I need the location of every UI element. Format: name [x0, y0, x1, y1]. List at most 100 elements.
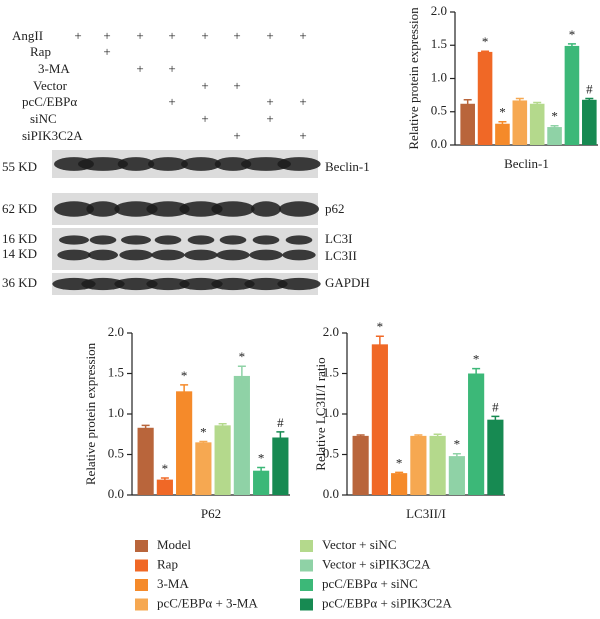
- error-bar: [550, 124, 559, 129]
- blot-band: [59, 235, 89, 245]
- error-bar: [433, 433, 442, 438]
- y-axis-label: Relative LC3II/I ratio: [313, 357, 328, 470]
- blot-band: [285, 235, 313, 245]
- treatment-mark: +: [74, 28, 81, 43]
- blot-band: [114, 277, 158, 291]
- treatment-mark: +: [201, 111, 208, 126]
- treatment-mark: +: [136, 61, 143, 76]
- treatment-mark: +: [233, 78, 240, 93]
- treatment-mark: +: [299, 28, 306, 43]
- legend-swatch: [135, 579, 148, 591]
- significance-marker: #: [492, 399, 499, 414]
- y-tick-label: 1.5: [108, 364, 124, 379]
- y-tick-label: 1.5: [323, 364, 339, 379]
- y-tick-label: 1.0: [108, 405, 124, 420]
- blot-band: [54, 201, 94, 217]
- y-tick-label: 0.5: [323, 445, 339, 460]
- error-bar: [141, 424, 150, 431]
- legend-label: pcC/EBPα + 3-MA: [157, 595, 258, 610]
- blot-band: [211, 201, 255, 217]
- significance-marker: *: [551, 109, 558, 124]
- blot-band: [151, 249, 185, 261]
- treatment-mark: +: [136, 28, 143, 43]
- treatment-mark: +: [233, 28, 240, 43]
- significance-marker: #: [277, 415, 284, 430]
- blot-band: [154, 235, 182, 245]
- error-bar: [533, 101, 542, 106]
- x-axis-label: Beclin-1: [504, 156, 549, 171]
- bar: [195, 442, 212, 495]
- treatment-label: siPIK3C2A: [22, 128, 83, 143]
- y-tick-label: 0.0: [108, 486, 124, 501]
- error-bar: [356, 434, 365, 437]
- y-tick-label: 1.5: [431, 36, 447, 51]
- blot-band: [277, 157, 321, 171]
- blot-band: [57, 249, 91, 261]
- blot-band: [86, 201, 120, 217]
- blot-band: [179, 201, 223, 217]
- bar: [352, 435, 369, 495]
- bar: [391, 473, 408, 495]
- treatment-label: Vector: [33, 78, 68, 93]
- error-bar: [414, 434, 423, 437]
- significance-marker: *: [473, 352, 480, 367]
- bar: [233, 375, 250, 495]
- blot-band: [249, 249, 283, 261]
- bar: [253, 470, 270, 495]
- error-bar: [472, 367, 481, 379]
- band-protein: p62: [325, 201, 345, 216]
- error-bar: [180, 384, 189, 398]
- blot-band: [187, 235, 215, 245]
- blot-band: [88, 249, 118, 261]
- bar: [137, 427, 154, 495]
- treatment-mark: +: [266, 28, 273, 43]
- treatment-mark: +: [168, 94, 175, 109]
- x-axis-label: LC3II/I: [406, 506, 446, 521]
- error-bar: [585, 97, 594, 102]
- blot-band: [114, 201, 158, 217]
- y-tick-label: 0.5: [431, 103, 447, 118]
- band-protein: Beclin-1: [325, 159, 370, 174]
- blot-band: [282, 249, 316, 261]
- bar: [564, 45, 580, 145]
- bar: [495, 123, 510, 145]
- treatment-label: AngII: [12, 28, 43, 43]
- error-bar: [498, 120, 507, 126]
- blot-band: [244, 277, 288, 291]
- bar: [547, 127, 562, 145]
- y-tick-label: 0.0: [431, 136, 447, 151]
- blot-band: [148, 157, 188, 171]
- significance-marker: *: [181, 368, 188, 383]
- treatment-mark: +: [201, 78, 208, 93]
- bar: [272, 437, 289, 495]
- bar: [487, 419, 504, 495]
- blot-panel: [52, 228, 318, 270]
- treatment-label: pcC/EBPα: [22, 94, 77, 109]
- blot-band: [277, 277, 321, 291]
- y-tick-label: 0.5: [108, 445, 124, 460]
- blot-band: [119, 249, 153, 261]
- blot-band: [184, 249, 218, 261]
- legend-swatch: [300, 540, 313, 552]
- treatment-label: 3-MA: [38, 61, 70, 76]
- x-axis-label: P62: [201, 506, 221, 521]
- blot-band: [252, 235, 280, 245]
- bar: [477, 51, 493, 145]
- blot-band: [89, 235, 117, 245]
- blot-band: [214, 157, 252, 171]
- band-size: 62 KD: [2, 201, 37, 216]
- significance-marker: *: [377, 319, 384, 334]
- blot-band: [81, 277, 125, 291]
- band-protein: LC3I: [325, 231, 352, 246]
- legend-swatch: [300, 598, 313, 611]
- significance-marker: *: [258, 450, 265, 465]
- y-tick-label: 2.0: [431, 3, 447, 18]
- band-size: 36 KD: [2, 275, 37, 290]
- treatment-mark: +: [233, 128, 240, 143]
- blot-band: [241, 157, 291, 171]
- blot-band: [78, 157, 128, 171]
- error-bar: [218, 422, 227, 427]
- treatment-mark: +: [266, 94, 273, 109]
- band-protein: LC3II: [325, 248, 357, 263]
